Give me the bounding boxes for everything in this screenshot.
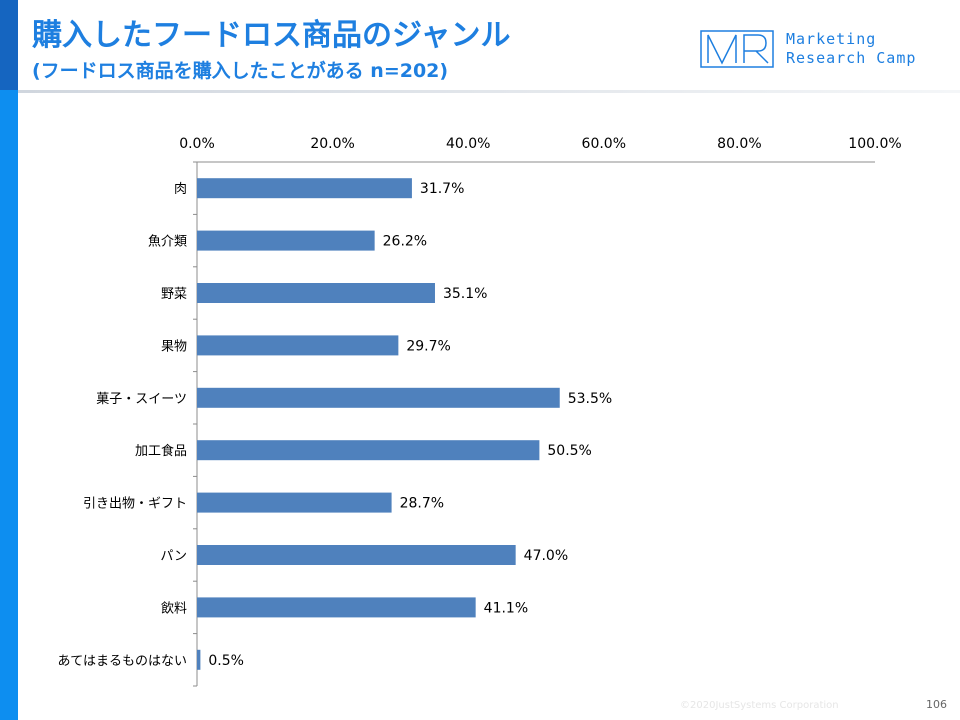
bar-value-label: 26.2% xyxy=(383,234,427,250)
y-category-label: 果物 xyxy=(161,339,187,354)
bar-value-label: 0.5% xyxy=(208,653,244,669)
y-category-label: 野菜 xyxy=(161,287,187,302)
y-category-label: 加工食品 xyxy=(135,443,187,459)
bar-value-label: 29.7% xyxy=(406,338,450,354)
x-tick-label: 60.0% xyxy=(582,136,626,152)
sidebar-strip xyxy=(0,0,18,720)
y-axis: 肉魚介類野菜果物菓子・スイーツ加工食品引き出物・ギフトパン飲料あてはまるものはな… xyxy=(58,161,198,687)
y-category-label: パン xyxy=(160,549,187,564)
page-subtitle: (フードロス商品を購入したことがある n=202) xyxy=(32,60,449,82)
bars: 31.7% 26.2% 35.1% 29.7% 53.5% 50.5% 28.7% 47.0%… xyxy=(197,178,612,670)
bar xyxy=(197,283,435,303)
y-category-label: あてはまるものはない xyxy=(58,654,187,669)
x-tick-label: 80.0% xyxy=(717,136,761,152)
bar xyxy=(197,649,201,670)
x-tick-label: 0.0% xyxy=(179,136,215,152)
bar xyxy=(197,545,516,565)
bar-value-label: 35.1% xyxy=(443,286,487,302)
bar xyxy=(197,387,560,408)
page-title: 購入したフードロス商品のジャンル xyxy=(32,18,511,53)
bar-value-label: 50.5% xyxy=(547,443,591,459)
sidebar-accent xyxy=(0,0,18,90)
bar-value-label: 31.7% xyxy=(420,181,464,197)
x-axis: 0.0% 20.0% 40.0% 60.0% 80.0% 100.0% xyxy=(179,136,902,163)
mr-logo-mark-icon xyxy=(700,30,774,68)
x-tick-label: 40.0% xyxy=(446,136,490,152)
header-divider xyxy=(18,90,960,93)
y-category-label: 飲料 xyxy=(161,600,187,616)
copyright-text: ©2020JustSystems Corporation xyxy=(680,700,839,711)
bar-value-label: 28.7% xyxy=(400,496,444,512)
x-tick-label: 20.0% xyxy=(310,136,354,152)
y-category-label: 引き出物・ギフト xyxy=(83,497,187,512)
bar xyxy=(197,597,476,618)
logo-text: Marketing Research Camp xyxy=(786,30,916,68)
bar-value-label: 41.1% xyxy=(484,600,528,616)
y-category-label: 菓子・スイーツ xyxy=(96,392,187,407)
y-category-label: 魚介類 xyxy=(148,235,187,250)
page-number: 106 xyxy=(926,698,947,711)
bar xyxy=(197,178,412,199)
bar xyxy=(197,440,540,461)
bar xyxy=(197,492,392,513)
bar xyxy=(197,335,399,356)
bar-value-label: 47.0% xyxy=(524,548,568,564)
logo-line-1: Marketing xyxy=(786,30,877,48)
y-category-label: 肉 xyxy=(174,182,187,197)
x-tick-label: 100.0% xyxy=(848,136,901,152)
logo-line-2: Research Camp xyxy=(786,49,917,67)
bar-value-label: 53.5% xyxy=(568,391,612,407)
bar xyxy=(197,230,375,251)
